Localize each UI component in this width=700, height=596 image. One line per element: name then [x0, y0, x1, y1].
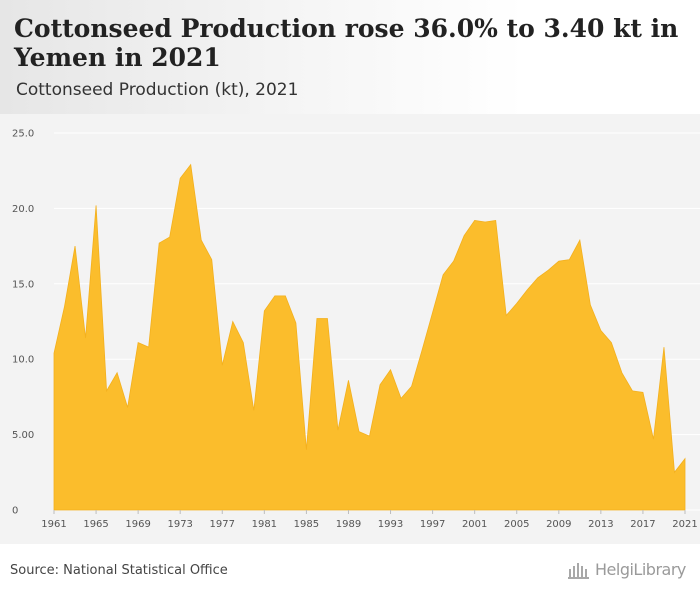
- data-point: [253, 409, 255, 411]
- data-point: [431, 311, 433, 313]
- data-point: [495, 219, 497, 221]
- data-point: [379, 384, 381, 386]
- data-point: [347, 379, 349, 381]
- data-point: [452, 260, 454, 262]
- x-tick-label: 1961: [41, 519, 66, 530]
- x-tick-label: 2001: [462, 519, 487, 530]
- data-point: [326, 317, 328, 319]
- x-tick-label: 1965: [83, 519, 108, 530]
- logo-wordmark: HelgiLibrary: [595, 560, 686, 579]
- chart-subtitle: Cottonseed Production (kt), 2021: [16, 80, 299, 100]
- source-note: Source: National Statistical Office: [10, 563, 228, 578]
- data-point: [211, 258, 213, 260]
- data-point: [368, 435, 370, 437]
- data-point: [116, 372, 118, 374]
- series-area: [53, 163, 686, 511]
- data-point: [389, 369, 391, 371]
- x-tick-label: 1973: [167, 519, 192, 530]
- x-tick-label: 2009: [546, 519, 571, 530]
- data-point: [305, 448, 307, 450]
- data-point: [137, 341, 139, 343]
- data-point: [610, 341, 612, 343]
- data-point: [337, 429, 339, 431]
- y-axis-ticks: 0 5.00 10.0 15.0 20.0 25.0: [12, 129, 34, 517]
- x-tick-label: 1985: [294, 519, 319, 530]
- data-point: [558, 260, 560, 262]
- data-point: [179, 177, 181, 179]
- data-point: [547, 269, 549, 271]
- y-tick-label: 25.0: [12, 129, 34, 140]
- data-point: [242, 341, 244, 343]
- data-point: [621, 372, 623, 374]
- data-point: [652, 438, 654, 440]
- y-tick-label: 0: [12, 506, 18, 517]
- data-point: [274, 295, 276, 297]
- data-point: [400, 397, 402, 399]
- area-series: [53, 163, 686, 511]
- data-point: [663, 346, 665, 348]
- data-point: [53, 352, 55, 354]
- y-tick-label: 5.00: [12, 430, 34, 441]
- data-point: [147, 346, 149, 348]
- x-tick-label: 1989: [336, 519, 361, 530]
- data-point: [358, 430, 360, 432]
- data-point: [63, 305, 65, 307]
- data-point: [568, 258, 570, 260]
- data-point: [684, 458, 686, 460]
- data-point: [168, 236, 170, 238]
- data-point: [589, 304, 591, 306]
- y-tick-label: 15.0: [12, 279, 34, 290]
- data-point: [473, 219, 475, 221]
- plot-area: 0 5.00 10.0 15.0 20.0 25.0 1961 1965 1969 1973 19…: [0, 114, 700, 544]
- data-point: [221, 364, 223, 366]
- x-tick-label: 1997: [420, 519, 445, 530]
- x-axis-ticks: 1961 1965 1969 1973 1977 1981 1985 1989 1993 1997…: [41, 510, 698, 530]
- data-point: [673, 471, 675, 473]
- x-tick-label: 1981: [252, 519, 277, 530]
- x-tick-label: 1969: [125, 519, 150, 530]
- data-point: [95, 204, 97, 206]
- data-point: [74, 245, 76, 247]
- data-point: [158, 242, 160, 244]
- data-point: [263, 310, 265, 312]
- data-point: [516, 302, 518, 304]
- x-tick-label: 1977: [210, 519, 235, 530]
- data-point: [579, 239, 581, 241]
- data-point: [642, 391, 644, 393]
- library-building-icon: [568, 563, 589, 579]
- x-tick-label: 1993: [378, 519, 403, 530]
- data-point: [84, 337, 86, 339]
- data-point: [600, 329, 602, 331]
- data-point: [463, 234, 465, 236]
- data-point: [442, 274, 444, 276]
- data-point: [484, 221, 486, 223]
- x-tick-label: 2021: [672, 519, 697, 530]
- y-tick-label: 20.0: [12, 204, 34, 215]
- data-point: [316, 317, 318, 319]
- data-point: [105, 390, 107, 392]
- x-tick-label: 2005: [504, 519, 529, 530]
- data-point: [631, 390, 633, 392]
- chart-title: Cottonseed Production rose 36.0% to 3.40…: [14, 14, 679, 72]
- data-point: [232, 320, 234, 322]
- data-point: [190, 163, 192, 165]
- data-point: [505, 314, 507, 316]
- data-point: [284, 295, 286, 297]
- data-point: [126, 406, 128, 408]
- helgi-library-logo[interactable]: HelgiLibrary: [568, 560, 686, 579]
- data-point: [537, 277, 539, 279]
- x-tick-label: 2017: [630, 519, 655, 530]
- y-tick-label: 10.0: [12, 355, 34, 366]
- chart-header: Cottonseed Production rose 36.0% to 3.40…: [0, 0, 700, 114]
- data-point: [526, 289, 528, 291]
- data-point: [200, 239, 202, 241]
- x-tick-label: 2013: [588, 519, 613, 530]
- data-point: [410, 385, 412, 387]
- data-point: [421, 349, 423, 351]
- data-point: [295, 322, 297, 324]
